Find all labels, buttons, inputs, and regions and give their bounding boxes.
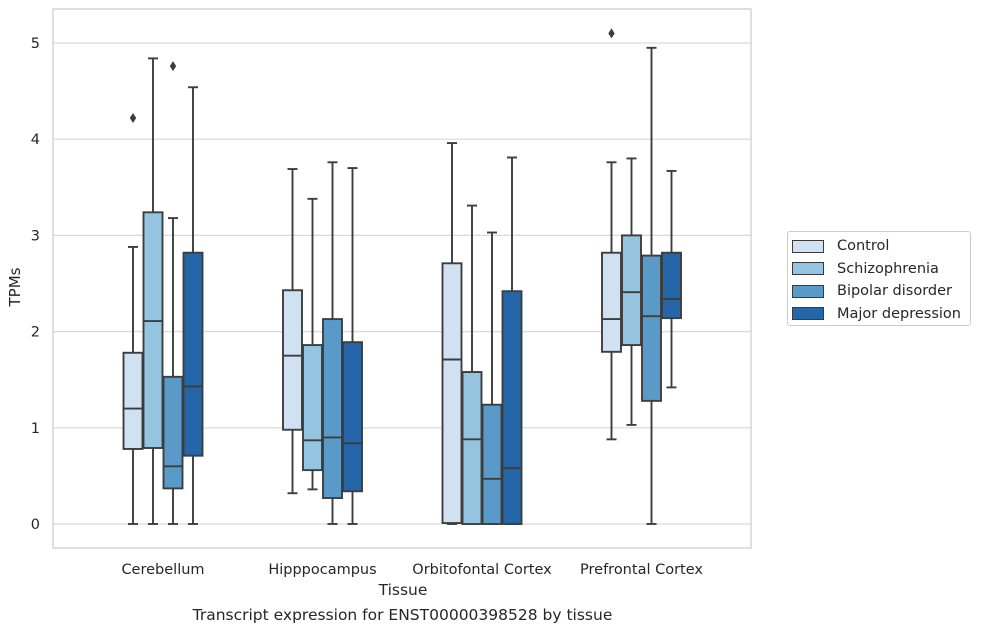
legend-label: Major depression bbox=[837, 305, 961, 322]
legend-swatch bbox=[792, 284, 824, 298]
legend-label: Control bbox=[837, 238, 890, 255]
box-body bbox=[501, 290, 523, 525]
box-body bbox=[122, 351, 144, 450]
outlier-point bbox=[608, 28, 615, 39]
box-schizophrenia-3 bbox=[621, 157, 642, 426]
x-tick-label: Hipppocampus bbox=[268, 562, 376, 578]
y-tick-label: 5 bbox=[31, 36, 40, 52]
y-tick-label: 2 bbox=[31, 325, 40, 341]
box-body bbox=[302, 344, 323, 472]
box-schizophrenia-0 bbox=[142, 57, 164, 525]
box-major-depression-3 bbox=[661, 169, 682, 389]
legend-label: Bipolar disorder bbox=[837, 283, 952, 300]
chart-caption: Transcript expression for ENST0000039852… bbox=[192, 606, 613, 624]
box-body bbox=[641, 254, 662, 402]
x-tick-label: Orbitofontal Cortex bbox=[412, 562, 552, 578]
y-tick-label: 3 bbox=[31, 228, 40, 244]
box-body bbox=[481, 403, 503, 525]
outlier-point bbox=[129, 113, 137, 124]
box-body bbox=[282, 289, 303, 431]
x-axis-label: Tissue bbox=[378, 581, 428, 599]
legend-item: Schizophrenia bbox=[792, 258, 970, 281]
legend-swatch bbox=[792, 262, 824, 276]
box-control-1 bbox=[282, 168, 303, 495]
box-body bbox=[142, 211, 164, 449]
box-body bbox=[342, 341, 363, 493]
outlier-point bbox=[169, 61, 177, 72]
box-body bbox=[601, 251, 622, 353]
y-tick-label: 0 bbox=[31, 517, 40, 533]
box-control-3 bbox=[601, 28, 622, 441]
x-tick-labels: Cerebellum Hipppocampus Orbitofontal Corte… bbox=[121, 562, 703, 578]
legend-item: Bipolar disorder bbox=[792, 280, 970, 303]
x-tick-label: Prefrontal Cortex bbox=[580, 562, 703, 578]
y-tick-label: 4 bbox=[31, 132, 40, 148]
box-bipolar-disorder-1 bbox=[322, 161, 343, 525]
legend-swatch bbox=[792, 307, 824, 321]
box-body bbox=[162, 375, 184, 490]
box-control-0 bbox=[122, 113, 144, 525]
legend: Control Schizophrenia Bipolar disorder Majo… bbox=[787, 231, 971, 326]
x-tick-label: Cerebellum bbox=[121, 562, 204, 578]
box-body bbox=[182, 251, 204, 457]
box-major-depression-0 bbox=[182, 86, 204, 525]
plot-frame bbox=[52, 8, 752, 549]
box-major-depression-2 bbox=[501, 156, 523, 525]
box-body bbox=[441, 262, 463, 524]
box-body bbox=[322, 318, 343, 499]
box-bipolar-disorder-2 bbox=[481, 231, 503, 525]
legend-item: Major depression bbox=[792, 303, 970, 326]
box-body bbox=[621, 234, 642, 347]
box-schizophrenia-2 bbox=[461, 204, 483, 525]
box-schizophrenia-1 bbox=[302, 197, 323, 491]
y-axis-label: TPMs bbox=[6, 267, 24, 307]
boxes bbox=[122, 28, 682, 525]
box-body bbox=[461, 371, 483, 525]
y-tick-labels: 0 1 2 3 4 5 bbox=[31, 36, 40, 533]
y-tick-label: 1 bbox=[31, 421, 40, 437]
legend-item: Control bbox=[792, 235, 970, 258]
box-control-2 bbox=[441, 142, 463, 525]
box-body bbox=[661, 251, 682, 320]
box-bipolar-disorder-0 bbox=[162, 61, 184, 525]
legend-label: Schizophrenia bbox=[837, 260, 939, 277]
box-bipolar-disorder-3 bbox=[641, 46, 662, 525]
box-major-depression-1 bbox=[342, 167, 363, 525]
legend-swatch bbox=[792, 239, 824, 253]
